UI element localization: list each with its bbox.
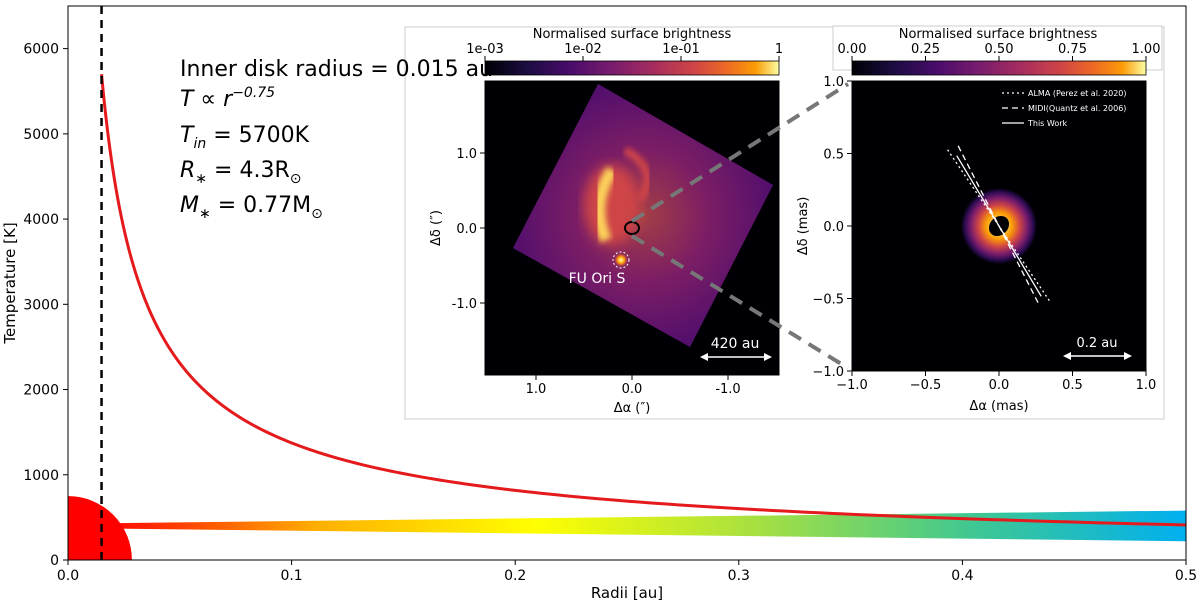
image2-y-tick-label: −0.5 [812,293,844,308]
y-axis: 0 1000 2000 3000 4000 5000 6000 [23,42,68,569]
image1-y-tick-label: 0.0 [456,222,477,237]
x-tick-label: 0.5 [1175,568,1197,584]
image2-content: ALMA (Perez et al. 2020) MIDI(Quantz et a… [947,89,1132,360]
x-axis-label: Radii [au] [591,584,663,602]
image1-y-label: Δδ (″) [429,210,444,246]
fu-ori-s-source [614,253,628,267]
scalebar1-label: 420 au [711,336,760,352]
colorbar1 [484,60,780,76]
x-axis: 0.0 0.1 0.2 0.3 0.4 0.5 [57,560,1197,584]
zoom-line-top [630,82,850,223]
image1-x-label: Δα (″) [614,401,651,416]
fu-ori-n-marker [624,221,640,235]
image1-spiral-arm [622,146,652,203]
colorbar-tick-label: 1 [775,42,783,57]
scalebar2-arrow-right [1124,352,1132,360]
image2-x-tick-label: −0.5 [910,378,942,393]
star-disc [68,496,132,560]
y-tick-label: 4000 [23,212,59,228]
colorbar-tick-label: 0.50 [985,42,1014,57]
image1-bright-arc [593,166,618,243]
position-angle-lines [947,145,1051,307]
image2-y-tick-label: 1.0 [823,75,844,90]
y-axis-label: Temperature [K] [1,222,19,344]
inset-zoom: Normalised surface brightness 0.00 0.25 0.… [796,27,1160,414]
x-tick-label: 0.2 [504,568,526,584]
legend-label: This Work [1027,119,1068,128]
annotation-temp-law: T ∝ r−0.75 [180,85,275,112]
colorbar-tick-label: 0.00 [838,42,867,57]
scalebar2-arrow-left [1063,352,1071,360]
main-axes-frame [67,5,1187,561]
colorbar2 [851,60,1147,76]
zoom-line-bottom [630,234,850,370]
y-tick-label: 3000 [23,297,59,313]
colorbar1-ticks: 1e-03 1e-02 1e-01 1 [466,42,783,61]
colorbar2-label: Normalised surface brightness [899,27,1098,42]
image1-x-tick-label: 0.0 [622,382,643,397]
colorbar-tick-label: 1e-03 [466,42,504,57]
fu-ori-s-circle [612,251,630,269]
x-tick-label: 0.3 [728,568,750,584]
y-tick-label: 6000 [23,42,59,58]
legend: ALMA (Perez et al. 2020) MIDI(Quantz et a… [1002,89,1127,128]
image1-x-tick-label: 1.0 [526,382,547,397]
image2-x-tick-label: −1.0 [836,378,868,393]
legend-label: MIDI(Quantz et al. 2006) [1028,104,1126,113]
scalebar2-label: 0.2 au [1076,336,1117,351]
colorbar-tick-label: 1e-01 [662,42,700,57]
image2-y-label: Δδ (mas) [796,197,811,256]
y-tick-label: 0 [50,553,59,569]
colorbar-tick-label: 0.25 [911,42,940,57]
image2-axes: −1.0 −0.5 0.0 0.5 1.0 1.0 0.5 0.0 −0.5 −1.0 [812,75,1156,393]
y-tick-label: 1000 [23,468,59,484]
x-tick-label: 0.4 [951,568,973,584]
legend-label: ALMA (Perez et al. 2020) [1028,89,1127,98]
x-tick-label: 0.1 [280,568,302,584]
image2-x-tick-label: 0.5 [1062,378,1083,393]
image2-y-tick-label: 0.0 [823,220,844,235]
colorbar2-ticks: 0.00 0.25 0.50 0.75 1.00 [838,42,1161,61]
fu-ori-s-label: FU Ori S [569,271,626,287]
image2-x-tick-label: 0.0 [989,378,1010,393]
image2-x-tick-label: 1.0 [1136,378,1157,393]
main-plot: 0.0 0.1 0.2 0.3 0.4 0.5 0 1000 2000 3000 4000 5000… [1,5,1197,602]
scalebar1-arrow-right [764,353,772,361]
image1-y-tick-label: -1.0 [452,297,477,312]
pa-line-solid [956,155,1042,297]
disk-wedge [101,510,1186,542]
temperature-curve [100,74,1186,527]
y-tick-label: 5000 [23,127,59,143]
colorbar-tick-label: 1e-02 [564,42,602,57]
y-tick-label: 2000 [23,383,59,399]
x-tick-label: 0.0 [57,568,79,584]
colorbar-tick-label: 0.75 [1058,42,1087,57]
image2-y-tick-label: −1.0 [812,365,844,380]
image2-x-label: Δα (mas) [969,399,1028,414]
colorbar-tick-label: 1.00 [1132,42,1161,57]
annotation-radius: Inner disk radius = 0.015 au [180,57,493,82]
image1-x-tick-label: -1.0 [715,382,740,397]
image1-axes: 1.0 0.0 -1.0 1.0 0.0 -1.0 [452,80,780,397]
annotation-m-star: M∗ = 0.77M⊙ [180,193,323,222]
scalebar1-arrow-left [700,353,708,361]
image1-y-tick-label: 1.0 [456,147,477,162]
image2-y-tick-label: 0.5 [823,148,844,163]
annotation-r-star: R∗ = 4.3R⊙ [180,158,301,187]
annotation-t-in: Tin = 5700K [180,123,310,152]
annotations: Inner disk radius = 0.015 au T ∝ r−0.75 … [180,57,493,222]
colorbar1-label: Normalised surface brightness [533,27,732,42]
